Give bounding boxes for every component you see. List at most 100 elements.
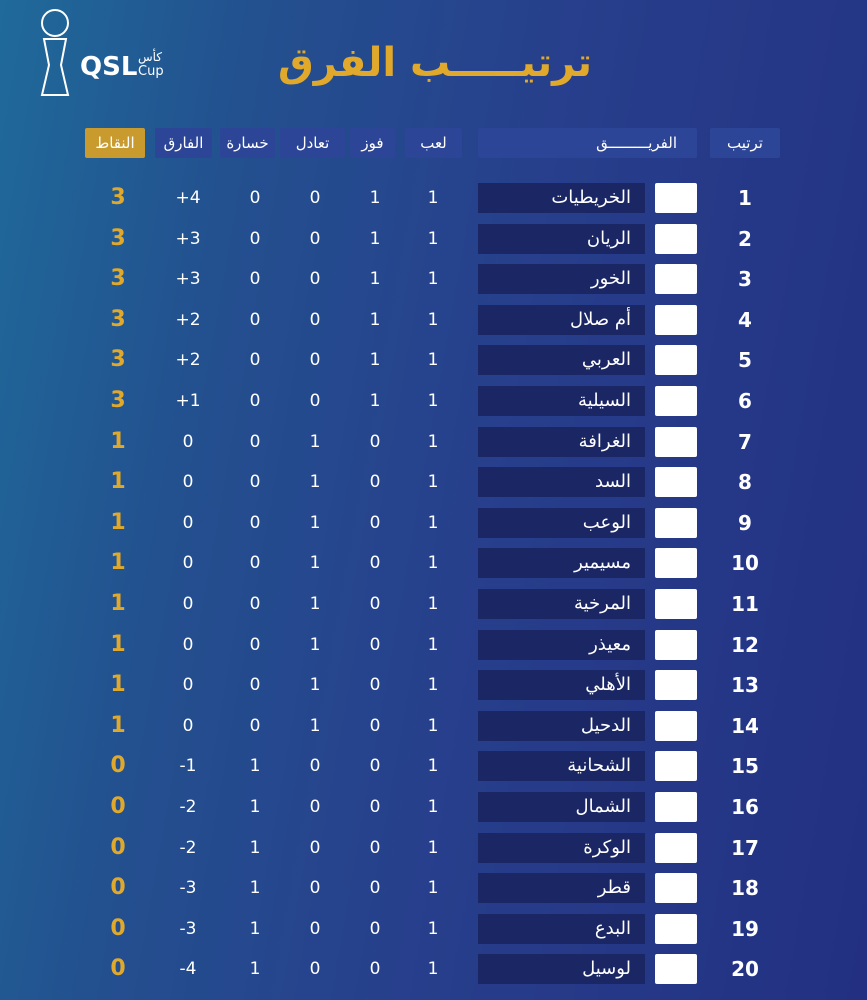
goal-diff: +3 [175,269,201,290]
team-logo [655,467,697,498]
logo-en: Cup [138,64,164,79]
losses: 0 [249,634,261,655]
goal-diff: +4 [175,188,201,208]
wins: 1 [369,228,381,249]
wins: 0 [369,553,381,574]
team-name: لوسيل [478,954,645,985]
points: 0 [110,753,126,779]
rank: 13 [731,673,759,698]
played: 1 [427,715,439,736]
wins: 0 [369,878,381,899]
draws: 1 [309,472,321,493]
draws: 1 [309,431,321,452]
played: 1 [427,594,439,614]
wins: 0 [369,594,381,614]
team-name: الوعب [478,507,645,538]
team-logo [655,710,697,741]
points: 3 [110,388,126,413]
rank: 6 [738,389,752,413]
rank: 2 [738,226,752,251]
played: 1 [427,918,439,939]
team-name: الوكرة [478,832,645,863]
goal-diff: 0 [182,675,194,696]
played: 1 [427,756,439,777]
wins: 0 [369,756,381,777]
wins: 0 [369,918,381,939]
column-header: خسارة [220,128,275,158]
wins: 1 [369,391,381,411]
team-logo [655,792,697,822]
goal-diff: 0 [182,431,194,452]
cup-icon [40,9,70,96]
points: 3 [110,347,126,373]
points: 0 [110,875,126,901]
points: 1 [110,550,126,576]
losses: 0 [249,269,261,290]
draws: 0 [309,391,321,411]
team-name: العربي [478,345,645,376]
played: 1 [427,634,439,655]
losses: 0 [249,350,261,371]
wins: 1 [369,269,381,290]
wins: 1 [369,188,381,208]
team-name: السيلية [478,386,645,416]
played: 1 [427,675,439,696]
team-logo [655,183,697,213]
goal-diff: -3 [179,878,197,899]
wins: 1 [369,350,381,371]
points: 1 [110,428,126,454]
goal-diff: +3 [175,228,201,249]
wins: 0 [369,797,381,817]
team-logo [655,386,697,416]
team-name: أم صلال [478,304,645,335]
points: 0 [110,915,126,941]
rank: 5 [738,348,752,373]
losses: 0 [249,188,261,208]
rank: 4 [738,307,752,332]
goal-diff: 0 [182,512,194,533]
points: 0 [110,794,126,819]
losses: 0 [249,391,261,411]
played: 1 [427,878,439,899]
team-name: قطر [478,873,645,904]
draws: 1 [309,634,321,655]
team-logo [655,954,697,985]
team-logo [655,629,697,660]
points: 3 [110,266,126,292]
points: 1 [110,672,126,698]
goal-diff: +2 [175,350,201,371]
points: 3 [110,225,126,251]
draws: 0 [309,350,321,371]
played: 1 [427,188,439,208]
column-header: تعادل [280,128,345,158]
played: 1 [427,553,439,574]
played: 1 [427,309,439,330]
losses: 1 [249,918,261,939]
goal-diff: +2 [175,309,201,330]
draws: 0 [309,797,321,817]
team-logo [655,548,697,579]
team-name: الخريطيات [478,183,645,213]
points: 1 [110,509,126,535]
losses: 1 [249,797,261,817]
rank: 17 [731,835,759,860]
wins: 0 [369,675,381,696]
column-header: النقاط [85,128,145,158]
goal-diff: 0 [182,634,194,655]
team-name: البدع [478,913,645,944]
team-logo [655,507,697,538]
goal-diff: 0 [182,594,194,614]
wins: 0 [369,634,381,655]
goal-diff: 0 [182,553,194,574]
wins: 0 [369,837,381,858]
column-header: الفارق [155,128,212,158]
team-logo [655,223,697,254]
draws: 0 [309,309,321,330]
draws: 0 [309,228,321,249]
points: 0 [110,834,126,860]
team-name: الشمال [478,792,645,822]
goal-diff: +1 [175,391,201,411]
draws: 1 [309,512,321,533]
team-logo [655,913,697,944]
